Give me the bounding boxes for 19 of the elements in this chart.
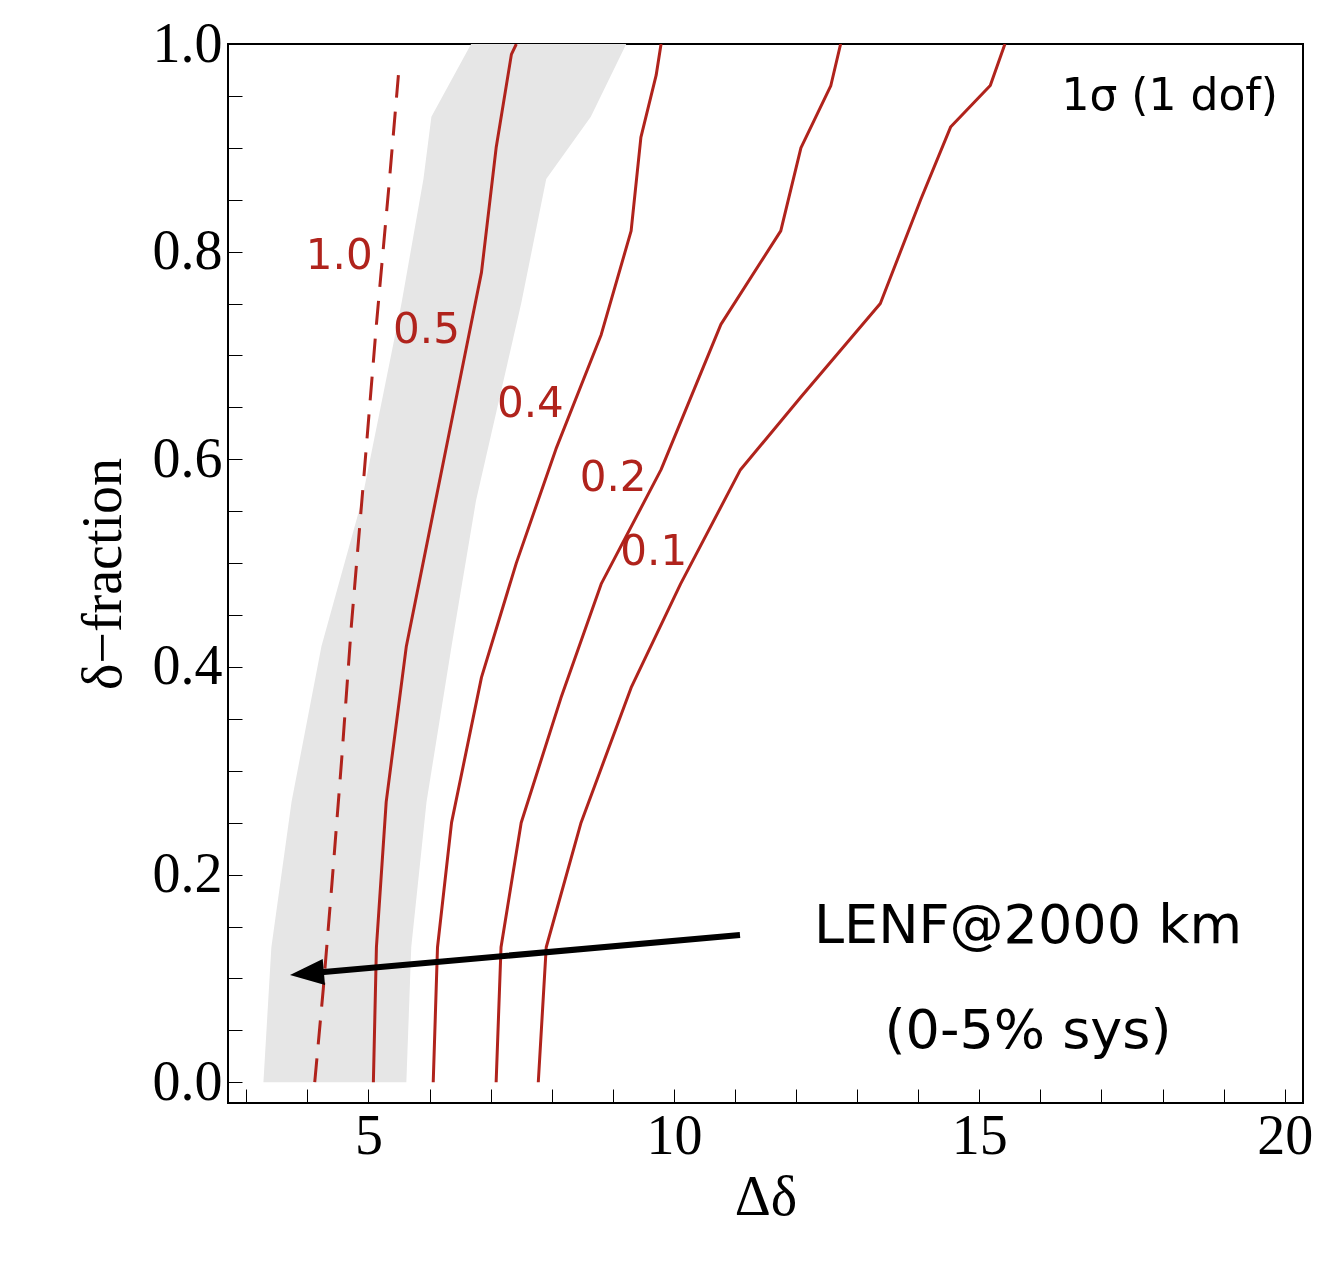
x-tick-label: 20 [1257, 1103, 1314, 1166]
series-label: 0.1 [620, 526, 688, 576]
y-tick-label: 0.8 [152, 219, 223, 282]
series-label: 0.5 [393, 303, 460, 353]
y-tick-label: 0.4 [152, 634, 223, 697]
annotation: LENF@2000 km (0-5% sys) [813, 893, 1243, 1061]
y-tick-label: 0.2 [152, 842, 223, 905]
annotation: 1σ (1 dof) [1061, 69, 1278, 120]
y-tick-label: 0.6 [152, 426, 223, 489]
y-tick-label: 0.0 [152, 1049, 223, 1112]
y-tick-label: 1.0 [152, 11, 223, 74]
x-tick-label: 15 [951, 1103, 1008, 1166]
series-label: 1.0 [305, 229, 373, 279]
series-label: 0.4 [496, 378, 564, 428]
x-tick-label: 5 [354, 1103, 383, 1166]
x-axis-title: Δδ [734, 1164, 798, 1227]
x-tick-label: 10 [646, 1103, 703, 1166]
series-label: 0.2 [579, 452, 647, 502]
y-axis-title: δ−fraction [70, 457, 133, 691]
